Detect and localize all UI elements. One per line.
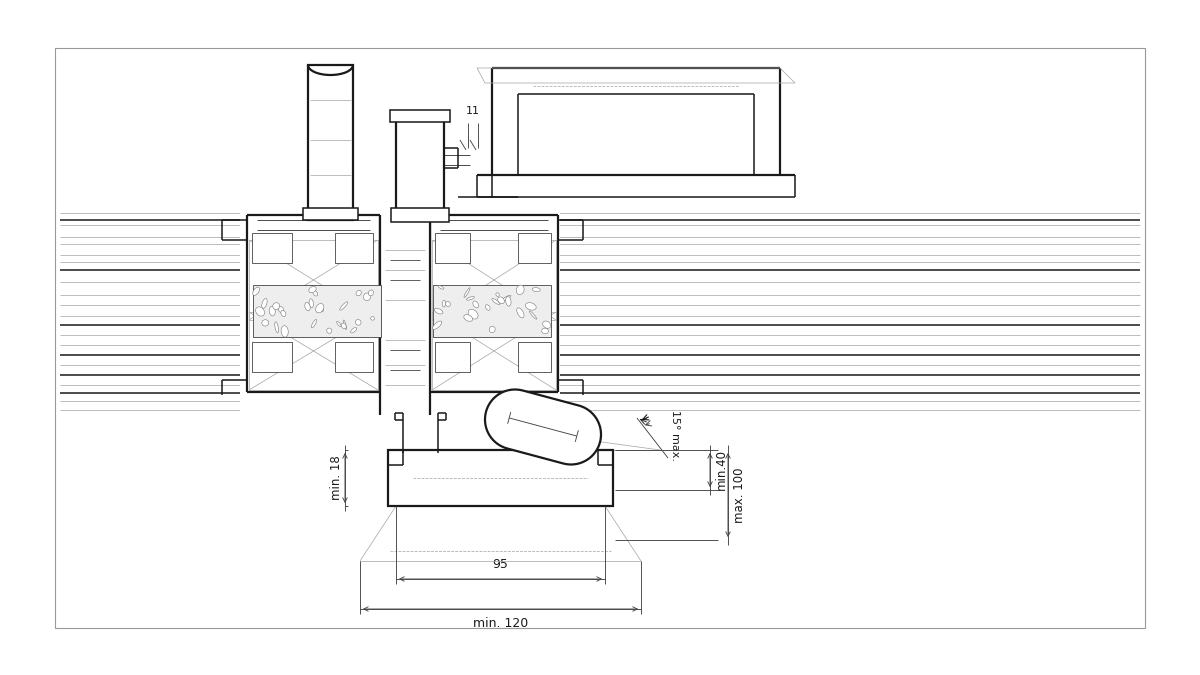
Bar [391, 208, 449, 222]
Text: 11: 11 [466, 106, 480, 116]
Text: 15° max.: 15° max. [670, 410, 680, 460]
Ellipse shape [492, 298, 500, 304]
Ellipse shape [337, 321, 341, 327]
Ellipse shape [486, 304, 490, 310]
Bar [436, 233, 470, 263]
Ellipse shape [356, 290, 361, 296]
Ellipse shape [434, 308, 443, 314]
Text: min.40: min.40 [715, 450, 728, 491]
Bar [388, 450, 613, 506]
Ellipse shape [305, 302, 311, 311]
Ellipse shape [310, 299, 313, 308]
Ellipse shape [496, 293, 499, 296]
Ellipse shape [443, 300, 445, 307]
Bar [308, 65, 353, 220]
Bar [518, 342, 551, 372]
Bar [302, 208, 358, 220]
Ellipse shape [368, 290, 373, 296]
Bar [250, 312, 378, 390]
Ellipse shape [326, 328, 332, 333]
Bar [252, 233, 292, 263]
Bar [335, 342, 373, 372]
Ellipse shape [505, 296, 511, 306]
Ellipse shape [355, 319, 361, 325]
Polygon shape [485, 389, 601, 464]
Ellipse shape [473, 301, 479, 308]
Ellipse shape [312, 319, 317, 328]
Bar [253, 285, 382, 337]
Ellipse shape [278, 306, 283, 313]
Ellipse shape [529, 311, 536, 319]
Bar [380, 210, 430, 415]
Ellipse shape [371, 317, 374, 320]
Ellipse shape [262, 320, 269, 326]
Ellipse shape [269, 306, 275, 316]
Ellipse shape [526, 302, 536, 310]
Ellipse shape [253, 287, 259, 296]
Ellipse shape [502, 295, 511, 301]
Ellipse shape [316, 304, 324, 313]
Ellipse shape [343, 320, 347, 329]
Bar [55, 48, 1145, 628]
Bar [433, 285, 551, 337]
Ellipse shape [281, 310, 286, 317]
Bar [432, 312, 556, 390]
Ellipse shape [541, 328, 548, 333]
Bar [436, 342, 470, 372]
Ellipse shape [320, 308, 324, 312]
Ellipse shape [464, 288, 470, 298]
Text: 95: 95 [492, 558, 509, 571]
Ellipse shape [341, 323, 347, 329]
Bar [250, 240, 378, 320]
Bar [390, 110, 450, 122]
Ellipse shape [364, 293, 371, 300]
Text: min. 18: min. 18 [330, 456, 343, 500]
Ellipse shape [340, 302, 348, 311]
Ellipse shape [256, 307, 264, 316]
Ellipse shape [467, 296, 474, 300]
Bar [432, 240, 556, 320]
Ellipse shape [262, 298, 268, 308]
Bar [240, 210, 560, 415]
Ellipse shape [468, 309, 478, 319]
Ellipse shape [498, 297, 504, 304]
Text: max. 100: max. 100 [733, 467, 746, 522]
Ellipse shape [542, 321, 551, 328]
Bar [518, 233, 551, 263]
Ellipse shape [272, 302, 280, 309]
Text: min. 120: min. 120 [473, 617, 528, 630]
Ellipse shape [350, 327, 356, 333]
Ellipse shape [281, 325, 288, 337]
Bar [335, 233, 373, 263]
Ellipse shape [438, 286, 444, 289]
Bar [252, 342, 292, 372]
Ellipse shape [463, 315, 473, 321]
Ellipse shape [275, 322, 278, 333]
Text: 35: 35 [535, 427, 554, 443]
Ellipse shape [313, 290, 318, 296]
Ellipse shape [433, 321, 442, 329]
Ellipse shape [517, 308, 524, 318]
Ellipse shape [445, 302, 450, 306]
Bar [396, 118, 444, 220]
Ellipse shape [490, 326, 496, 333]
Ellipse shape [516, 285, 524, 294]
Ellipse shape [308, 286, 316, 293]
Ellipse shape [533, 288, 540, 292]
